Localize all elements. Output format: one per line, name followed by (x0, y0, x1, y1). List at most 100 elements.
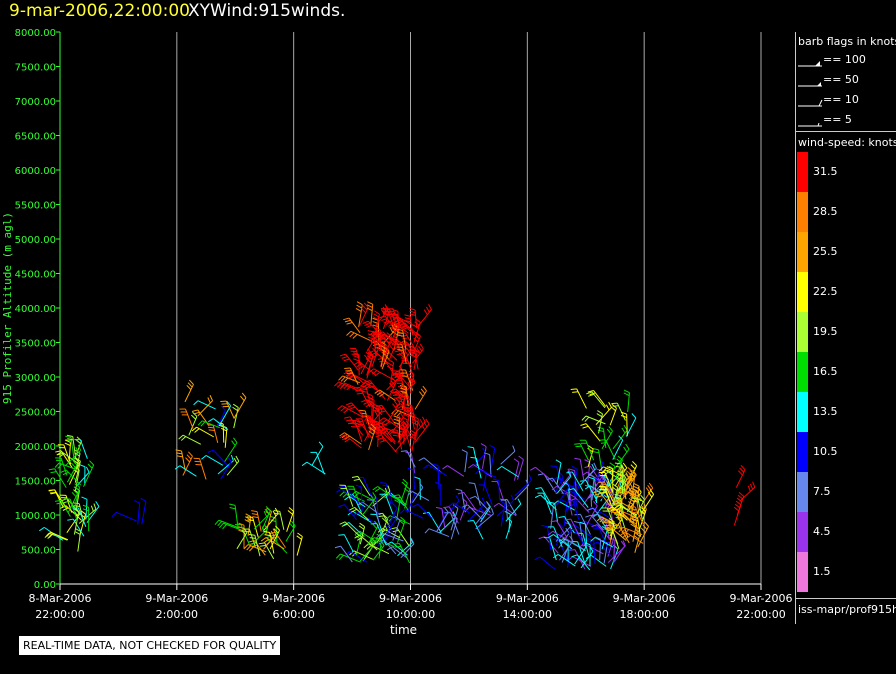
wind-barb (344, 367, 359, 385)
wind-speed-label: 19.5 (813, 325, 838, 338)
wind-barb (366, 301, 374, 326)
wind-barb (82, 504, 90, 532)
wind-barb (443, 506, 459, 524)
wind-barb (574, 443, 589, 461)
barb-flag-10-icon (798, 99, 823, 107)
wind-speed-swatch (797, 432, 808, 472)
wind-barb (593, 490, 611, 507)
wind-barb (67, 518, 85, 537)
wind-barb (411, 482, 424, 503)
wind-barb (571, 465, 578, 491)
wind-barb (384, 513, 397, 536)
y-tick-label: 6000.00 (15, 166, 56, 177)
wind-barb (233, 392, 247, 419)
wind-barb (432, 463, 440, 489)
y-tick-label: 7000.00 (15, 97, 56, 108)
wind-barb (499, 498, 508, 519)
wind-barb (248, 534, 261, 557)
wind-barb (400, 450, 416, 468)
wind-barb (475, 508, 494, 530)
wind-barb (358, 522, 366, 545)
wind-barb (54, 499, 71, 517)
wind-barb (612, 501, 637, 518)
wind-barb (367, 405, 383, 429)
barb-flag-5-icon (798, 122, 822, 127)
wind-barb (614, 493, 625, 517)
wind-barb (480, 443, 487, 469)
wind-barb (632, 497, 643, 520)
wind-barb (535, 487, 552, 505)
wind-barb (407, 370, 415, 394)
wind-barb (601, 426, 613, 450)
wind-barb (243, 544, 267, 553)
wind-barb (596, 516, 619, 526)
x-tick-label-date: 8-Mar-2006 (29, 592, 92, 605)
wind-barb (558, 527, 570, 549)
wind-barb (550, 520, 568, 538)
y-tick-label: 4500.00 (15, 270, 56, 281)
wind-barb (339, 353, 359, 371)
wind-barb (588, 475, 606, 499)
wind-barb (559, 535, 574, 561)
source-label: iss-mapr/prof915h (798, 603, 896, 616)
wind-barb (587, 538, 596, 564)
wind-barb (273, 510, 285, 530)
wind-barb (579, 439, 595, 461)
wind-barb (409, 429, 417, 452)
wind-barb (468, 482, 481, 506)
wind-barb (564, 518, 580, 537)
wind-barb (611, 402, 626, 421)
barb-flag-50-icon (798, 82, 822, 87)
wind-barb (174, 465, 197, 477)
wind-barb (388, 335, 398, 360)
wind-barb (64, 439, 71, 463)
wind-barb (409, 416, 426, 440)
wind-barb (346, 330, 373, 342)
y-tick-label: 2000.00 (15, 442, 56, 453)
wind-barb (591, 524, 610, 540)
wind-barb (394, 496, 401, 521)
quality-warning-note: REAL-TIME DATA, NOT CHECKED FOR QUALITY (19, 636, 281, 655)
y-tick-label: 3000.00 (15, 373, 56, 384)
wind-barb (236, 527, 248, 550)
wind-barb (412, 503, 433, 520)
wind-barb (393, 370, 405, 389)
wind-barb (343, 522, 365, 538)
wind-barb (468, 497, 486, 521)
wind-barb (301, 461, 326, 475)
wind-barb (629, 506, 644, 525)
wind-barb (475, 501, 491, 525)
wind-barb (470, 456, 482, 479)
x-tick-label-time: 22:00:00 (736, 608, 785, 621)
wind-barb (216, 405, 226, 429)
wind-barb (296, 532, 303, 556)
wind-barb (450, 504, 459, 531)
legend-divider (795, 131, 896, 132)
wind-barb (478, 484, 493, 505)
wind-barb (379, 493, 394, 515)
x-tick-label-date: 9-Mar-2006 (262, 592, 325, 605)
wind-barb (359, 302, 369, 326)
wind-speed-swatch (797, 352, 808, 392)
x-axis-title: time (390, 623, 417, 637)
wind-barb (567, 530, 592, 544)
wind-barb (262, 507, 279, 532)
wind-barb (448, 502, 470, 514)
wind-barb (64, 498, 78, 520)
legend-divider-bottom (795, 598, 896, 599)
wind-barb (339, 484, 354, 507)
wind-barb (735, 464, 746, 488)
wind-barb (407, 467, 415, 489)
wind-barb (349, 347, 363, 369)
wind-barb (571, 554, 591, 571)
wind-speed-swatch (797, 312, 808, 352)
wind-barb (361, 492, 377, 516)
x-tick-label-time: 18:00:00 (619, 608, 668, 621)
wind-barb (345, 402, 365, 417)
wind-barb (580, 546, 594, 569)
wind-barb (414, 476, 421, 500)
wind-barb (554, 471, 564, 494)
y-tick-label: 500.00 (21, 546, 56, 557)
wind-barb (467, 446, 478, 467)
wind-speed-label: 10.5 (813, 445, 838, 458)
